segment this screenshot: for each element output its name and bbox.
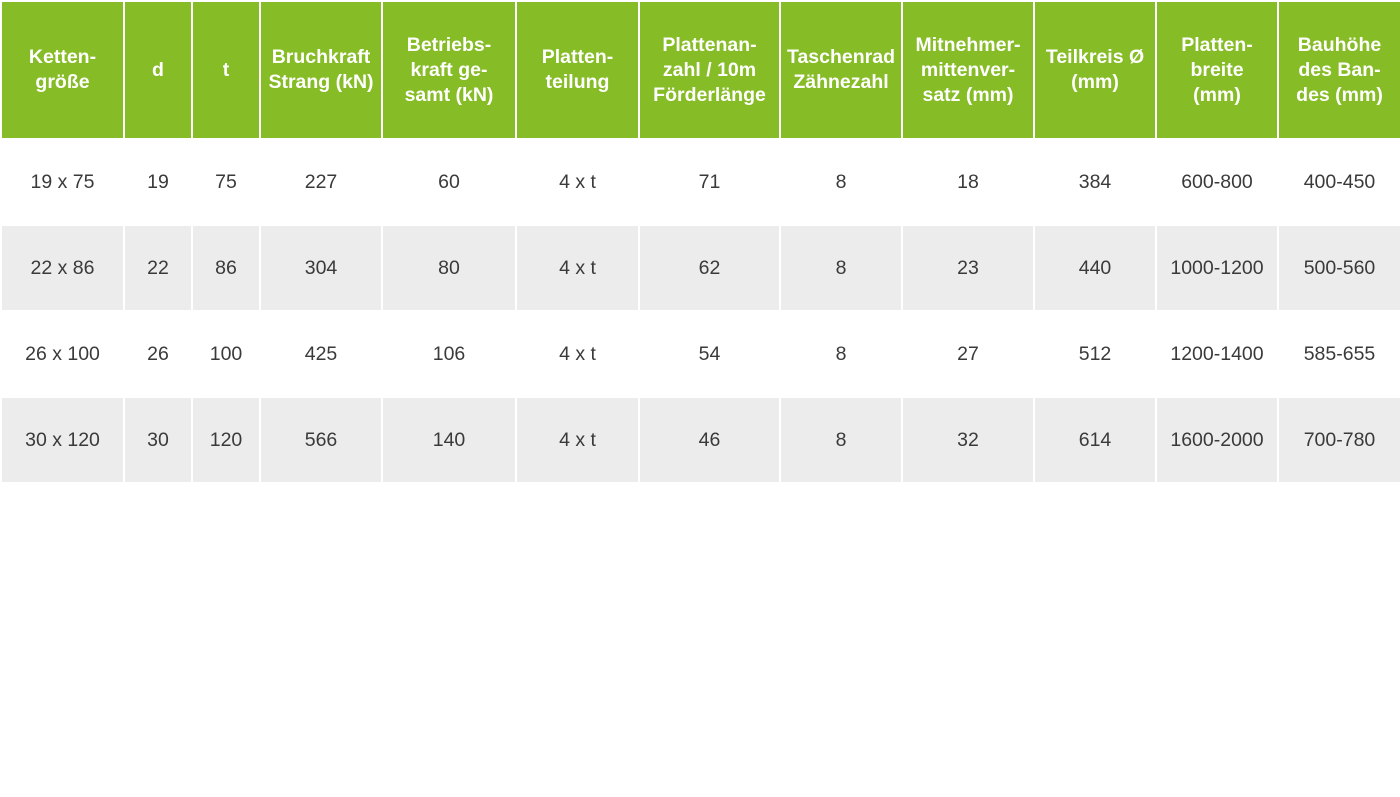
table-cell: 106 [381, 310, 517, 398]
table-cell: 19 x 75 [0, 138, 125, 226]
table-cell: 4 x t [515, 396, 640, 484]
header-plate-width: Platten- breite (mm) [1155, 0, 1279, 140]
table-cell: 384 [1033, 138, 1157, 226]
header-d: d [123, 0, 193, 140]
table-cell: 27 [901, 310, 1035, 398]
header-breaking-force: Bruchkraft Strang (kN) [259, 0, 383, 140]
table-cell: 4 x t [515, 310, 640, 398]
table-cell: 8 [779, 224, 903, 312]
table-cell: 32 [901, 396, 1035, 484]
header-plate-count: Plattenan- zahl / 10m Förderlänge [638, 0, 781, 140]
table-cell: 1000-1200 [1155, 224, 1279, 312]
table-cell: 1200-1400 [1155, 310, 1279, 398]
table-cell: 54 [638, 310, 781, 398]
table-cell: 440 [1033, 224, 1157, 312]
table-cell: 100 [191, 310, 261, 398]
table-cell: 1600-2000 [1155, 396, 1279, 484]
table-cell: 8 [779, 396, 903, 484]
table-cell: 19 [123, 138, 193, 226]
table-cell: 8 [779, 310, 903, 398]
table-cell: 80 [381, 224, 517, 312]
table-row: 26 x 100 26 100 425 106 4 x t 54 8 27 51… [0, 310, 1400, 398]
header-driver-offset: Mitnehmer- mittenver- satz (mm) [901, 0, 1035, 140]
header-operating-force: Betriebs- kraft ge- samt (kN) [381, 0, 517, 140]
header-chain-size: Ketten- größe [0, 0, 125, 140]
table-cell: 86 [191, 224, 261, 312]
table-cell: 304 [259, 224, 383, 312]
table-cell: 4 x t [515, 224, 640, 312]
header-plate-pitch: Platten- teilung [515, 0, 640, 140]
header-pitch-circle: Teilkreis Ø (mm) [1033, 0, 1157, 140]
table-cell: 22 x 86 [0, 224, 125, 312]
table-cell: 46 [638, 396, 781, 484]
header-belt-height: Bauhöhe des Ban- des (mm) [1277, 0, 1400, 140]
table-cell: 500-560 [1277, 224, 1400, 312]
table-cell: 8 [779, 138, 903, 226]
table-cell: 60 [381, 138, 517, 226]
table-cell: 30 [123, 396, 193, 484]
table-cell: 425 [259, 310, 383, 398]
table-cell: 140 [381, 396, 517, 484]
table-cell: 566 [259, 396, 383, 484]
table-cell: 4 x t [515, 138, 640, 226]
table-cell: 62 [638, 224, 781, 312]
table-cell: 585-655 [1277, 310, 1400, 398]
table-cell: 30 x 120 [0, 396, 125, 484]
header-sprocket-teeth: Taschenrad Zähnezahl [779, 0, 903, 140]
table-cell: 400-450 [1277, 138, 1400, 226]
table-cell: 120 [191, 396, 261, 484]
table-cell: 23 [901, 224, 1035, 312]
table-cell: 22 [123, 224, 193, 312]
table-cell: 600-800 [1155, 138, 1279, 226]
table-cell: 614 [1033, 396, 1157, 484]
chain-spec-table: Ketten- größe d t Bruchkraft Strang (kN)… [0, 0, 1400, 484]
table-cell: 700-780 [1277, 396, 1400, 484]
header-t: t [191, 0, 261, 140]
table-row: 19 x 75 19 75 227 60 4 x t 71 8 18 384 6… [0, 138, 1400, 226]
table-cell: 26 x 100 [0, 310, 125, 398]
table-header: Ketten- größe d t Bruchkraft Strang (kN)… [0, 0, 1400, 140]
table-cell: 71 [638, 138, 781, 226]
table-row: 30 x 120 30 120 566 140 4 x t 46 8 32 61… [0, 396, 1400, 484]
table-cell: 18 [901, 138, 1035, 226]
table-cell: 75 [191, 138, 261, 226]
header-row: Ketten- größe d t Bruchkraft Strang (kN)… [0, 0, 1400, 140]
table-cell: 512 [1033, 310, 1157, 398]
table-body: 19 x 75 19 75 227 60 4 x t 71 8 18 384 6… [0, 138, 1400, 484]
table-row: 22 x 86 22 86 304 80 4 x t 62 8 23 440 1… [0, 224, 1400, 312]
table-cell: 227 [259, 138, 383, 226]
table-cell: 26 [123, 310, 193, 398]
